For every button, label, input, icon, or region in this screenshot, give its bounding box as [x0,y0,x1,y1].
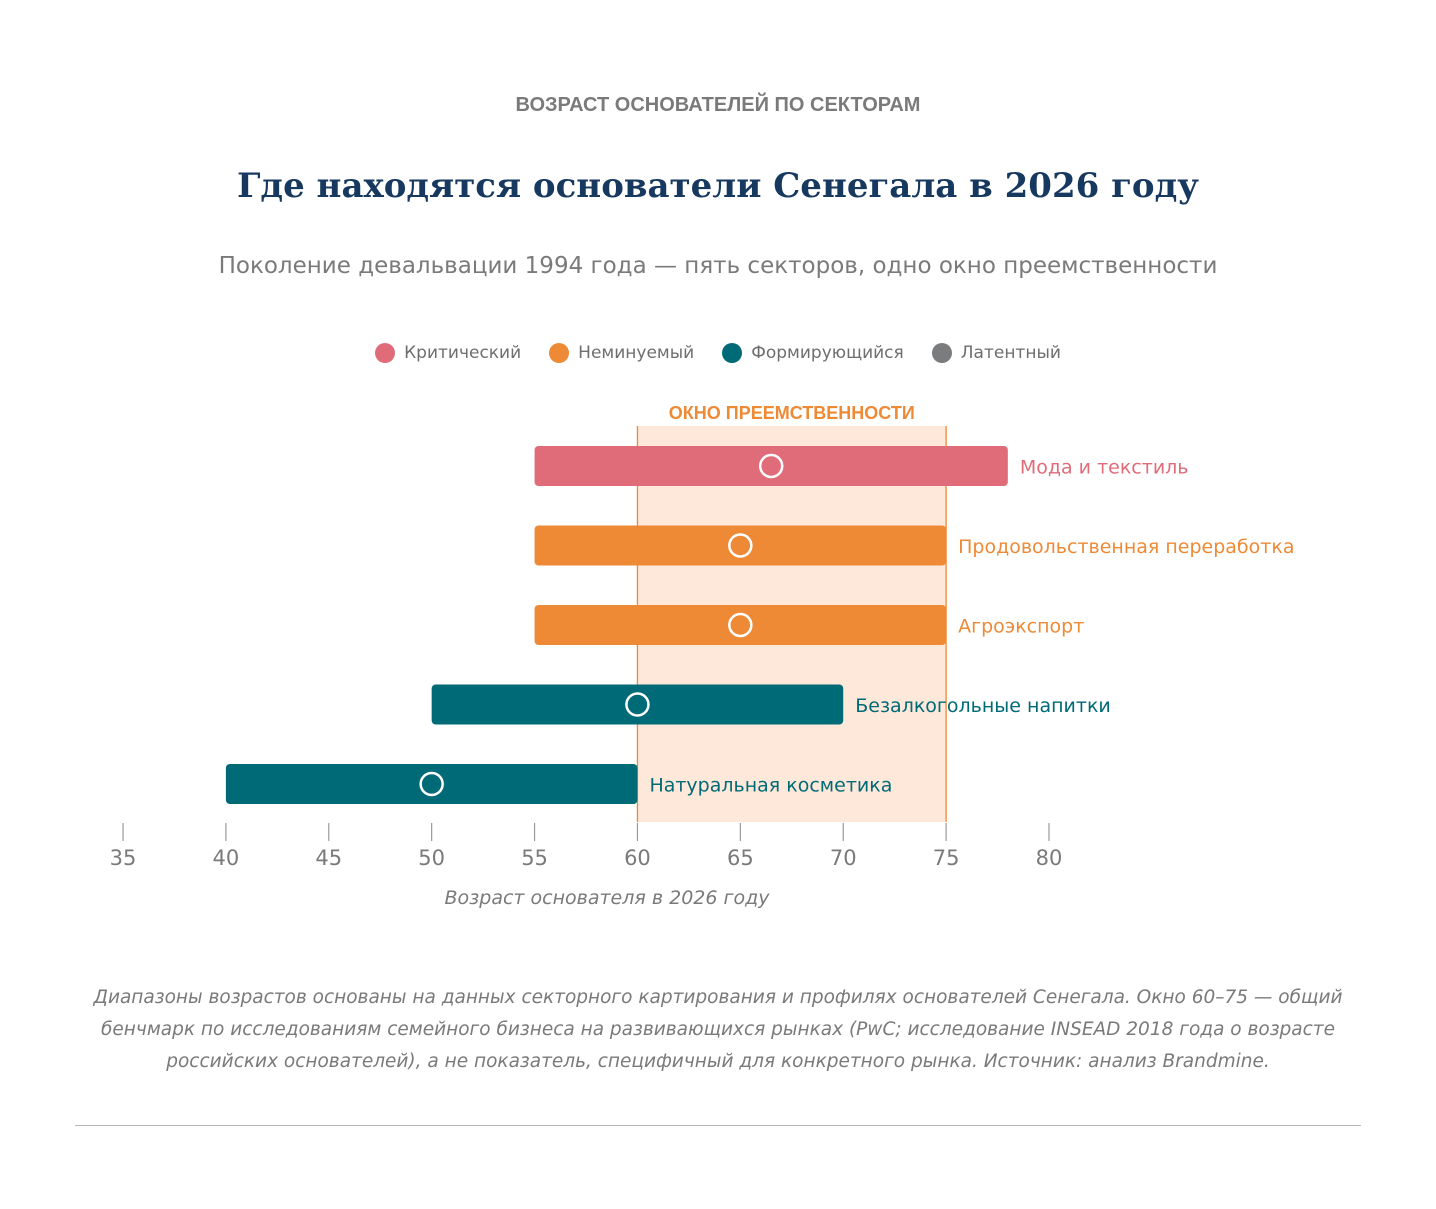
x-tick-label: 70 [830,846,857,870]
x-tick-label: 65 [727,846,754,870]
legend-item-imminent: Неминуемый [549,343,694,363]
x-tick-label: 75 [933,846,960,870]
range-bar-chart: ОКНО ПРЕЕМСТВЕННОСТИ Мода и текстиль Продо… [110,403,1295,870]
legend-label: Критический [404,343,522,363]
chart-subtitle: Поколение девальвации 1994 года — пять с… [218,253,1218,279]
x-tick-label: 50 [418,846,445,870]
range-bar [534,525,947,566]
range-bar [534,605,947,645]
range-bar [534,446,1008,486]
legend-item-critical: Критический [375,343,521,363]
succession-window-label: ОКНО ПРЕЕМСТВЕННОСТИ [669,403,915,423]
legend-label: Латентный [960,343,1061,363]
legend-label: Неминуемый [578,343,695,363]
footnote: Диапазоны возрастов основаны на данных с… [93,987,1343,1072]
legend-swatch [722,343,743,363]
median-marker [758,453,784,479]
legend-swatch [549,343,570,363]
median-marker [625,692,650,717]
chart-title: Где находятся основатели Сенегала в 2026… [236,166,1200,206]
bar-label: Натуральная косметика [649,775,892,797]
legend-swatch [931,343,952,363]
bar-label: Продовольственная переработка [958,536,1294,558]
median-marker [728,533,753,558]
bar-label: Агроэкспорт [958,616,1084,638]
range-bar [431,684,844,725]
legend-swatch [375,343,396,363]
x-tick-label: 80 [1036,846,1063,870]
x-tick-label: 55 [521,846,548,870]
range-bar [225,764,638,804]
x-tick-label: 45 [315,846,342,870]
median-marker [728,612,753,638]
legend-item-latent: Латентный [931,343,1061,363]
bar-label: Мода и текстиль [1020,457,1189,479]
chart-kicker: ВОЗРАСТ ОСНОВАТЕЛЕЙ ПО СЕКТОРАМ [515,94,921,116]
footer-divider [75,1125,1361,1126]
median-marker [419,771,444,797]
x-axis-title: Возраст основателя в 2026 году [444,887,770,909]
x-tick-label: 40 [213,846,240,870]
bar-label: Безалкогольные напитки [855,695,1111,717]
legend: Критический Неминуемый Формирующийся Лат… [0,343,1436,363]
legend-item-emerging: Формирующийся [722,343,904,363]
x-tick-label: 35 [110,846,137,870]
legend-label: Формирующийся [751,343,904,363]
x-tick-label: 60 [624,846,651,870]
